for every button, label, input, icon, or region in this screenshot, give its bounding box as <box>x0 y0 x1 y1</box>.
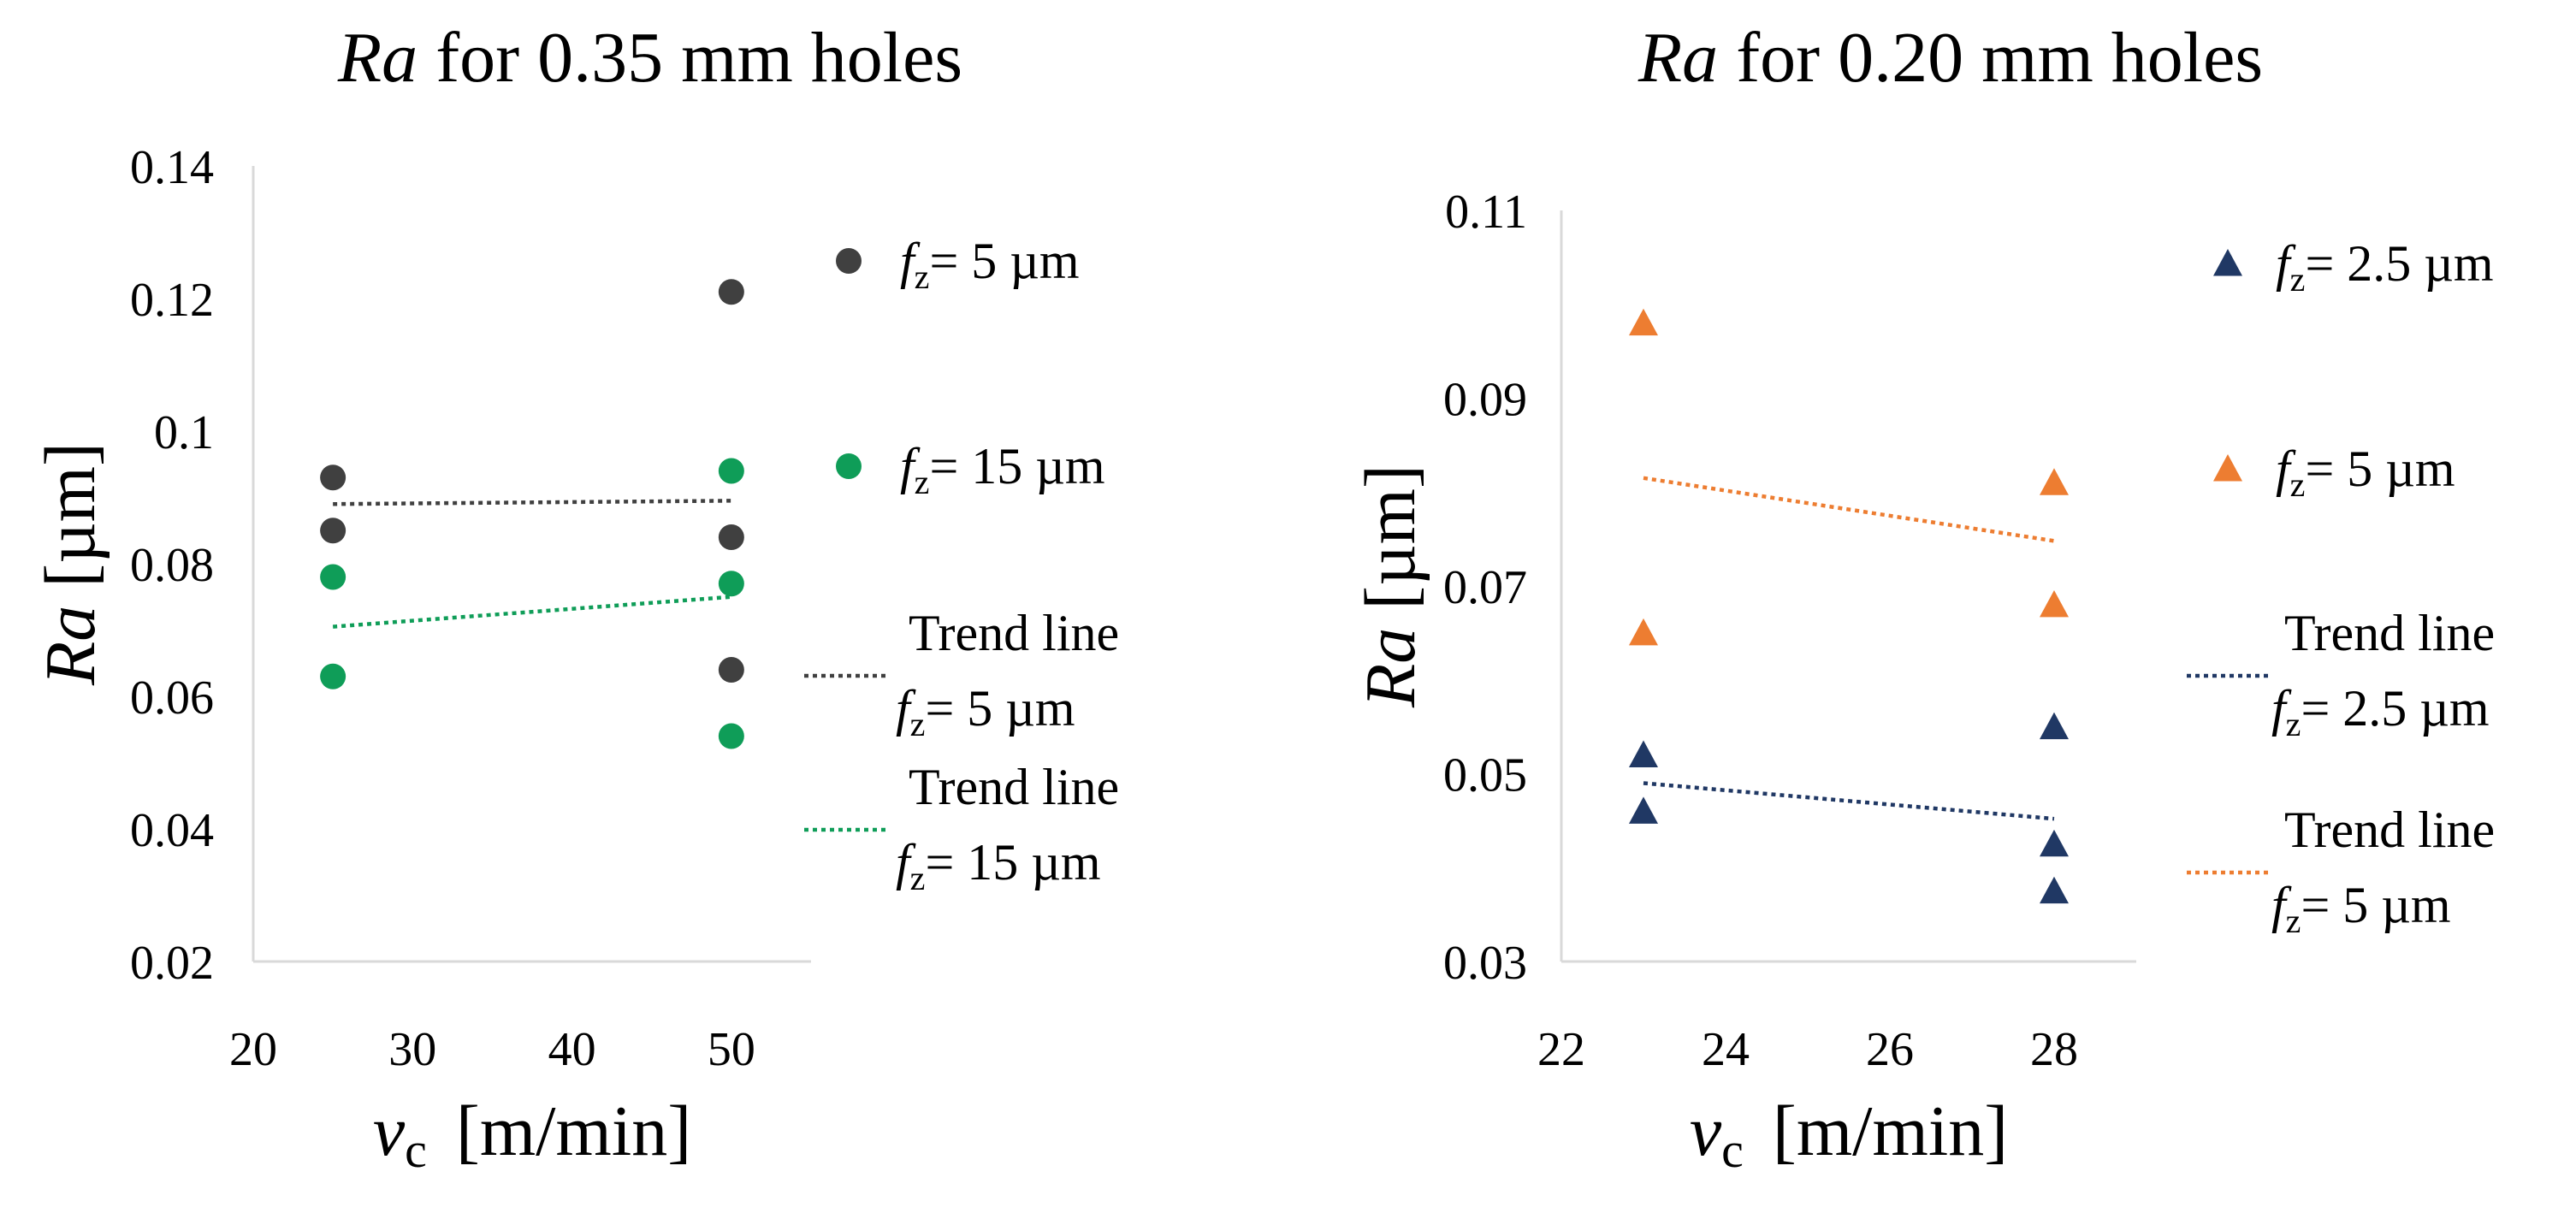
data-point-series-1 <box>718 657 744 683</box>
chart-panel-1: Ra for 0.35 mm holes 0.02 0.04 0.06 0.08 0.1 0… <box>31 18 1119 1178</box>
legend-trend-sublabel-1: fz= 2.5 µm <box>2271 680 2490 743</box>
x-tick-label: 22 <box>1537 1023 1585 1076</box>
data-point-series-2 <box>2040 468 2069 495</box>
data-point-series-1 <box>1629 740 1658 767</box>
legend-label-2: fz= 15 µm <box>900 438 1105 501</box>
x-tick-label: 28 <box>2030 1023 2078 1076</box>
data-point-series-2 <box>718 458 744 484</box>
y-tick-label: 0.1 <box>154 406 214 459</box>
y-tick-label: 0.11 <box>1445 186 1527 239</box>
data-point-series-1 <box>2040 712 2069 740</box>
data-point-series-2 <box>320 564 346 590</box>
legend-marker-1 <box>2213 249 2242 276</box>
legend-trend-sublabel-2: fz= 15 µm <box>896 834 1101 897</box>
trend-line-2 <box>1643 476 2055 543</box>
y-tick-label: 0.07 <box>1443 561 1527 614</box>
y-axis-label: Ra [µm] <box>1351 464 1430 708</box>
y-tick-label: 0.14 <box>130 141 214 194</box>
legend-trend-label-2: Trend line <box>2284 802 2495 858</box>
legend-trend-label-1: Trend line <box>909 605 1119 661</box>
data-point-series-2 <box>2040 589 2069 618</box>
data-point-series-2 <box>320 663 346 689</box>
x-tick-label: 40 <box>548 1023 596 1076</box>
legend-trend-sublabel-1: fz= 5 µm <box>896 680 1075 743</box>
y-tick-label: 0.02 <box>130 937 214 990</box>
x-tick-label: 30 <box>388 1023 436 1076</box>
y-axis-label: Ra [µm] <box>31 442 110 686</box>
y-tick-label: 0.09 <box>1443 374 1527 427</box>
data-point-series-1 <box>1629 796 1658 824</box>
x-axis-label: vc [m/min] <box>373 1092 691 1178</box>
y-tick-label: 0.05 <box>1443 749 1527 802</box>
y-tick-label: 0.12 <box>130 274 214 327</box>
x-tick-label: 24 <box>1702 1023 1750 1076</box>
x-tick-label: 20 <box>229 1023 277 1076</box>
legend-trend-label-2: Trend line <box>909 759 1119 815</box>
legend-marker-1 <box>836 248 862 274</box>
data-point-series-2 <box>718 571 744 597</box>
chart-title: Ra for 0.20 mm holes <box>1637 18 2263 98</box>
chart-panel-2: Ra for 0.20 mm holes 0.03 0.05 0.07 0.09 0.11… <box>1351 18 2495 1178</box>
y-tick-label: 0.04 <box>130 804 214 857</box>
data-point-series-1 <box>718 524 744 550</box>
y-tick-label: 0.08 <box>130 539 214 592</box>
data-point-series-1 <box>320 518 346 544</box>
legend-label-1: fz= 5 µm <box>900 233 1080 296</box>
x-axis-label: vc [m/min] <box>1690 1092 2008 1178</box>
data-point-series-2 <box>1629 308 1658 336</box>
data-point-series-1 <box>320 464 346 491</box>
legend-label-1: fz= 2.5 µm <box>2276 235 2494 299</box>
data-point-series-2 <box>1629 618 1658 646</box>
trend-line-1 <box>1643 781 2055 821</box>
y-tick-label: 0.06 <box>130 672 214 725</box>
legend-trend-label-1: Trend line <box>2284 605 2495 661</box>
data-point-series-2 <box>718 723 744 749</box>
legend-marker-2 <box>2213 454 2242 482</box>
x-tick-label: 26 <box>1866 1023 1914 1076</box>
trend-line-1 <box>333 499 731 506</box>
data-point-series-1 <box>2040 876 2069 904</box>
y-tick-label: 0.03 <box>1443 937 1527 990</box>
legend-label-2: fz= 5 µm <box>2276 441 2455 504</box>
legend-marker-2 <box>836 453 862 479</box>
data-point-series-1 <box>2040 829 2069 857</box>
x-tick-label: 50 <box>708 1023 755 1076</box>
data-point-series-1 <box>718 279 744 305</box>
legend-trend-sublabel-2: fz= 5 µm <box>2271 877 2451 940</box>
chart-title: Ra for 0.35 mm holes <box>337 18 962 98</box>
trend-line-2 <box>332 595 732 629</box>
